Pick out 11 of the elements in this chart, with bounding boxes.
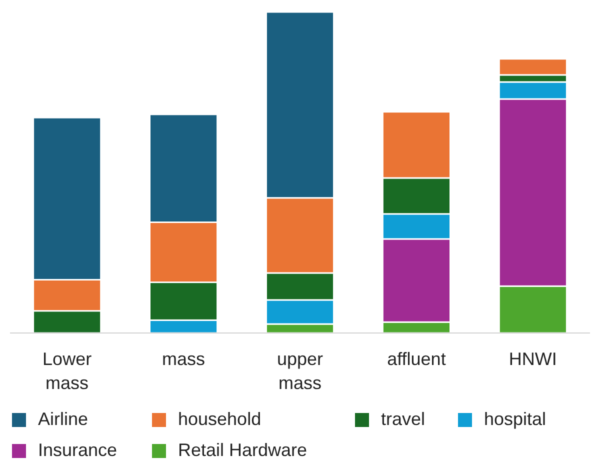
legend-label: hospital xyxy=(484,409,546,429)
x-tick-label: HNWI xyxy=(508,349,557,369)
x-tick-label: affluent xyxy=(387,349,446,369)
legend-label: household xyxy=(178,409,262,429)
legend-label: Airline xyxy=(38,409,88,429)
x-tick-label: upper mass xyxy=(276,349,324,393)
legend-label: Insurance xyxy=(38,440,118,460)
legend-label: travel xyxy=(381,409,426,429)
x-tick-label: Lower mass xyxy=(42,349,92,393)
x-tick-label: mass xyxy=(162,349,206,369)
legend-label: Retail Hardware xyxy=(178,440,308,460)
